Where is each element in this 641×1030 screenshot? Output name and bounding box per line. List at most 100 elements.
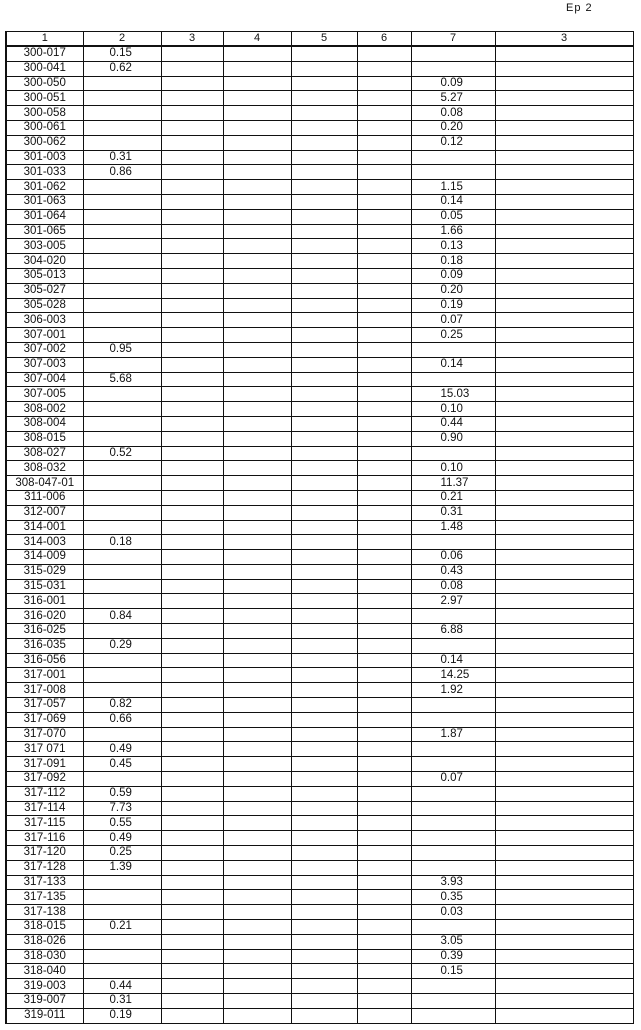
row-id-cell: 308-027: [5, 445, 84, 462]
value-cell-col3: [160, 771, 224, 787]
value-cell-col3: [160, 785, 224, 802]
value-cell-col7: 15.03: [410, 386, 496, 403]
value-cell-col5: [290, 60, 358, 77]
value-cell-col8: [494, 711, 634, 728]
value-cell-col4: [222, 682, 292, 699]
value-cell-col6: [356, 578, 412, 595]
value-cell-col4: [222, 356, 292, 373]
value-cell-col7: 0.35: [410, 889, 496, 906]
value-cell-col4: [222, 652, 292, 669]
value-cell-col2: [82, 519, 162, 536]
value-cell-col7: 1.92: [410, 682, 496, 699]
value-cell-col8: [494, 193, 634, 210]
table-row: 307-004 5.68: [5, 371, 634, 388]
value-cell-col4: [222, 193, 292, 210]
value-cell-col2: [82, 726, 162, 743]
value-cell-col8: [494, 504, 634, 521]
value-cell-col5: [290, 327, 358, 343]
value-cell-col7: [410, 741, 496, 758]
value-cell-col5: [290, 460, 358, 477]
value-cell-col6: [356, 667, 412, 684]
value-cell-col8: [494, 593, 634, 610]
value-cell-col2: 0.66: [82, 711, 162, 728]
row-id-cell: 307-004: [5, 371, 84, 388]
value-cell-col5: [290, 430, 358, 447]
table-row: 307-005 15.03: [5, 386, 634, 403]
value-cell-col8: [494, 164, 634, 181]
value-cell-col4: [222, 238, 292, 255]
value-cell-col2: [82, 874, 162, 891]
row-id-cell: 317-114: [5, 800, 84, 817]
value-cell-col8: [494, 179, 634, 195]
value-cell-col5: [290, 341, 358, 358]
value-cell-col7: 11.37: [410, 475, 496, 491]
row-id-cell: 317-069: [5, 711, 84, 728]
value-cell-col4: [222, 830, 292, 847]
value-cell-col7: 1.87: [410, 726, 496, 743]
value-cell-col2: [82, 179, 162, 195]
table-row: 317-069 0.66: [5, 711, 634, 728]
value-cell-col2: [82, 652, 162, 669]
table-row: 308-004 0.44: [5, 415, 634, 432]
table-row: 317-112 0.59: [5, 785, 634, 802]
table-row: 316-035 0.29: [5, 637, 634, 654]
value-cell-col8: [494, 60, 634, 77]
value-cell-col2: 0.52: [82, 445, 162, 462]
table-row: 300-050 0.09: [5, 75, 634, 92]
value-cell-col7: [410, 845, 496, 861]
value-cell-col8: [494, 859, 634, 876]
value-cell-col7: 0.20: [410, 282, 496, 299]
value-cell-col3: [160, 193, 224, 210]
value-cell-col6: [356, 386, 412, 403]
value-cell-col3: [160, 208, 224, 225]
value-cell-col5: [290, 504, 358, 521]
row-id-cell: 315-031: [5, 578, 84, 595]
value-cell-col7: [410, 60, 496, 77]
value-cell-col8: [494, 312, 634, 329]
value-cell-col3: [160, 549, 224, 565]
value-cell-col4: [222, 371, 292, 388]
table-row: 300-061 0.20: [5, 119, 634, 136]
table-row: 317-001 14.25: [5, 667, 634, 684]
row-id-cell: 317 071: [5, 741, 84, 758]
table-row: 318-040 0.15: [5, 963, 634, 980]
value-cell-col2: 7.73: [82, 800, 162, 817]
value-cell-col7: 0.09: [410, 75, 496, 92]
row-id-cell: 317-112: [5, 785, 84, 802]
value-cell-col7: 0.15: [410, 963, 496, 980]
value-cell-col6: [356, 608, 412, 625]
table-row: 301-062 1.15: [5, 179, 634, 195]
row-id-cell: 301-065: [5, 223, 84, 240]
row-id-cell: 318-030: [5, 948, 84, 965]
value-cell-col4: [222, 741, 292, 758]
value-cell-col6: [356, 475, 412, 491]
value-cell-col6: [356, 297, 412, 314]
value-cell-col7: 0.25: [410, 327, 496, 343]
value-cell-col7: 2.97: [410, 593, 496, 610]
row-id-cell: 307-003: [5, 356, 84, 373]
value-cell-col7: [410, 785, 496, 802]
value-cell-col6: [356, 223, 412, 240]
value-cell-col7: [410, 830, 496, 847]
value-cell-col5: [290, 830, 358, 847]
table-row: 314-001 1.48: [5, 519, 634, 536]
value-cell-col4: [222, 919, 292, 935]
row-id-cell: 314-003: [5, 534, 84, 551]
table-row: 300-051 5.27: [5, 90, 634, 107]
value-cell-col3: [160, 800, 224, 817]
table-row: 301-003 0.31: [5, 149, 634, 166]
value-cell-col6: [356, 60, 412, 77]
table-row: 317-133 3.93: [5, 874, 634, 891]
value-cell-col8: [494, 608, 634, 625]
value-cell-col6: [356, 563, 412, 580]
value-cell-col8: [494, 386, 634, 403]
value-cell-col7: 0.21: [410, 489, 496, 506]
value-cell-col8: [494, 741, 634, 758]
value-cell-col8: [494, 815, 634, 832]
value-cell-col7: [410, 164, 496, 181]
value-cell-col6: [356, 341, 412, 358]
value-cell-col2: [82, 208, 162, 225]
table-row: 319-011 0.19: [5, 1007, 634, 1024]
value-cell-col3: [160, 948, 224, 965]
value-cell-col3: [160, 504, 224, 521]
